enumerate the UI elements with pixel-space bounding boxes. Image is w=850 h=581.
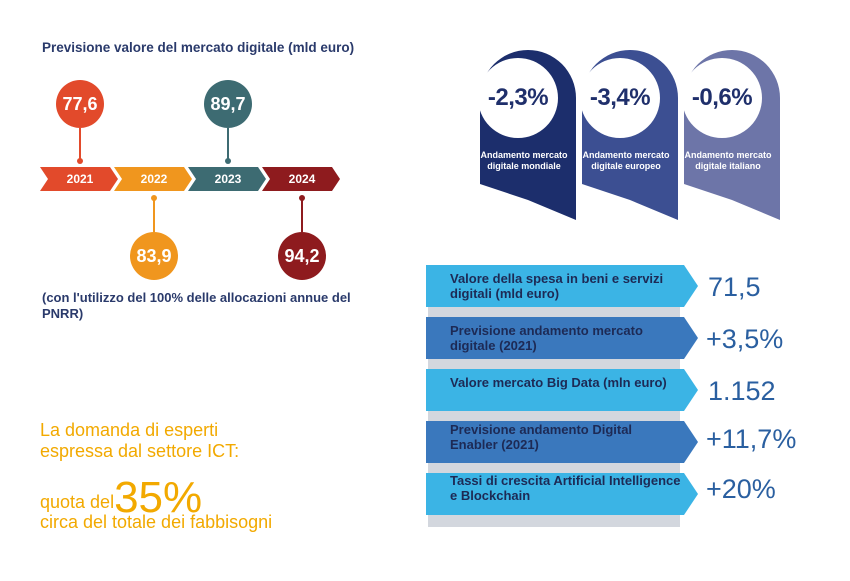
stat-value-1: 71,5 [708, 272, 761, 302]
timeline-arrows [40, 167, 340, 191]
ict-share-prefix: quota del [40, 492, 115, 512]
stem-2023 [227, 128, 229, 160]
timeline-year-2024: 2024 [288, 172, 316, 186]
stem-dot-2024 [299, 195, 305, 201]
stem-dot-2022 [151, 195, 157, 201]
stat-value-3: 1.152 [708, 376, 776, 406]
value-circle-2024: 94,2 [278, 232, 326, 280]
stat-value-5: +20% [706, 474, 776, 504]
ict-share-value: 35% [114, 473, 203, 522]
stat-value-2: +3,5% [706, 324, 784, 354]
badge-italy-label: Andamento mercato digitale italiano [684, 150, 772, 171]
stat-bar-2 [426, 317, 698, 359]
ict-text: La domanda di esperti espressa dal setto… [40, 420, 239, 462]
ict-line-1: La domanda di esperti [40, 420, 219, 440]
stem-2021 [79, 128, 81, 160]
stem-dot-2023 [225, 158, 231, 164]
badge-europe-label: Andamento mercato digitale europeo [582, 150, 670, 171]
timeline-year-2022: 2022 [140, 172, 168, 186]
stat-label-5: Tassi di crescita Artificial Intelligenc… [450, 473, 681, 503]
stat-label-3: Valore mercato Big Data (mln euro) [450, 375, 667, 390]
stat-label-1: Valore della spesa in beni e servizi dig… [450, 271, 664, 301]
stat-bar-3 [426, 369, 698, 411]
stem-2022 [153, 198, 155, 232]
stat-bar-5 [426, 473, 698, 515]
stat-label-4: Previsione andamento Digital Enabler (20… [450, 422, 633, 452]
timeline-arrow-2021 [40, 167, 118, 191]
stat-bar-4 [426, 421, 698, 463]
stat-label-2: Previsione andamento mercato digitale (2… [450, 323, 643, 353]
timeline-year-2023: 2023 [214, 172, 242, 186]
ict-line-2: espressa dal settore ICT: [40, 441, 240, 461]
stat-value-4: +11,7% [706, 424, 797, 454]
ict-share-line: quota del35% [40, 476, 202, 524]
stem-2024 [301, 198, 303, 232]
stats-bars [426, 265, 698, 515]
value-circle-2023: 89,7 [204, 80, 252, 128]
badge-europe-value: -3,4% [580, 58, 660, 138]
timeline-title: Previsione valore del mercato digitale (… [42, 40, 355, 55]
timeline-footnote: (con l'utilizzo del 100% delle allocazio… [42, 290, 351, 321]
ict-line-4: circa del totale dei fabbisogni [40, 512, 273, 532]
timeline-year-2021: 2021 [66, 172, 94, 186]
badge-italy-value: -0,6% [682, 58, 762, 138]
value-circle-2022: 83,9 [130, 232, 178, 280]
badge-world-label: Andamento mercato digitale mondiale [480, 150, 568, 171]
stem-dot-2021 [77, 158, 83, 164]
timeline-arrow-2024 [262, 167, 340, 191]
timeline-arrow-2023 [188, 167, 266, 191]
value-circle-2021: 77,6 [56, 80, 104, 128]
stat-bar-1 [426, 265, 698, 307]
timeline-arrow-2022 [114, 167, 192, 191]
badge-world-value: -2,3% [478, 58, 558, 138]
